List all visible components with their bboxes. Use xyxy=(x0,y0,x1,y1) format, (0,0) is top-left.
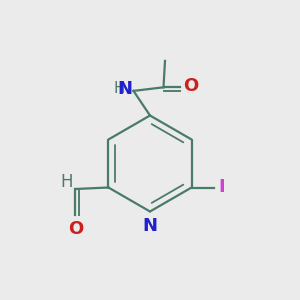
Text: I: I xyxy=(219,178,225,196)
Text: O: O xyxy=(68,220,83,238)
Text: N: N xyxy=(117,80,132,98)
Text: H: H xyxy=(61,173,73,191)
Text: O: O xyxy=(184,77,199,95)
Text: H: H xyxy=(114,81,125,96)
Text: N: N xyxy=(142,217,158,235)
